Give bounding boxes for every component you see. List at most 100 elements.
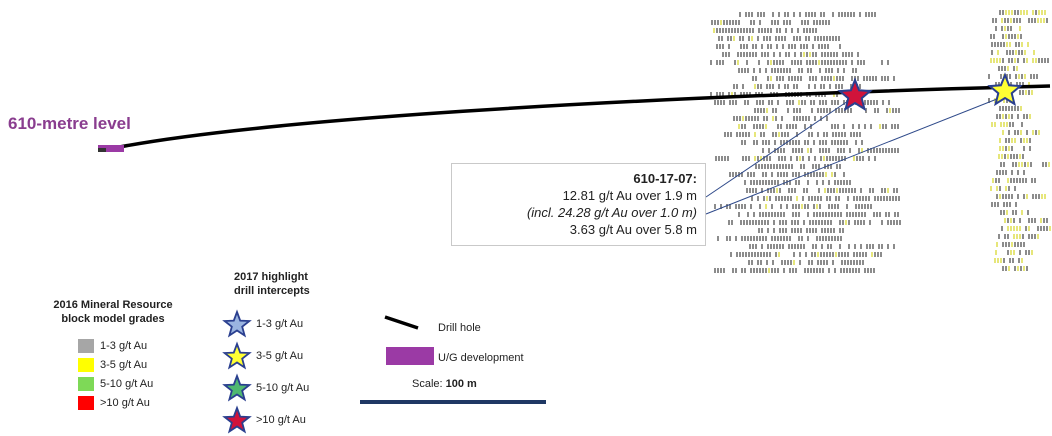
block-cell — [796, 132, 798, 137]
block-cell — [747, 172, 749, 177]
block-cell — [1005, 114, 1007, 119]
block-cell — [717, 268, 719, 273]
block-cell — [751, 36, 753, 41]
block-cell — [722, 44, 724, 49]
block-cell — [780, 172, 782, 177]
block-cell — [838, 252, 840, 257]
block-cell — [810, 268, 812, 273]
block-cell — [838, 84, 840, 89]
block-cell — [716, 28, 718, 33]
block-cell — [872, 76, 874, 81]
block-cell — [853, 196, 855, 201]
block-cell — [808, 196, 810, 201]
block-cell — [797, 220, 799, 225]
block-cell — [727, 36, 729, 41]
block-cell — [843, 140, 845, 145]
block-cell — [1015, 202, 1017, 207]
block-cell — [841, 108, 843, 113]
block-cell — [778, 252, 780, 257]
block-cell — [807, 236, 809, 241]
block-cell — [766, 252, 768, 257]
block-cell — [1011, 138, 1013, 143]
block-cell — [750, 172, 752, 177]
block-cell — [880, 252, 882, 257]
block-cell — [743, 28, 745, 33]
block-cell — [1004, 234, 1006, 239]
block-cell — [827, 76, 829, 81]
intercept-legend-label: >10 g/t Au — [256, 414, 306, 426]
block-cell — [823, 108, 825, 113]
block-cell — [836, 164, 838, 169]
block-cell — [806, 28, 808, 33]
intercept-legend-item: 1-3 g/t Au — [222, 308, 332, 340]
block-cell — [842, 60, 844, 65]
block-cell — [1023, 138, 1025, 143]
block-cell — [1019, 82, 1021, 87]
block-cell — [744, 100, 746, 105]
block-cell — [1044, 58, 1046, 63]
block-cell — [768, 268, 770, 273]
block-cell — [732, 20, 734, 25]
block-cell — [831, 100, 833, 105]
block-cell — [717, 100, 719, 105]
block-cell — [803, 44, 805, 49]
block-cell — [786, 204, 788, 209]
block-cell — [782, 244, 784, 249]
block-cell — [835, 156, 837, 161]
block-cell — [754, 132, 756, 137]
block-cell — [1004, 66, 1006, 71]
block-cell — [1013, 218, 1015, 223]
block-cell — [756, 140, 758, 145]
block-cell — [739, 116, 741, 121]
block-cell — [1001, 18, 1003, 23]
block-cell — [782, 228, 784, 233]
block-cell — [881, 188, 883, 193]
block-cell — [835, 108, 837, 113]
block-cell — [1003, 210, 1005, 215]
block-cell — [839, 44, 841, 49]
block-cell — [841, 12, 843, 17]
block-cell — [1004, 18, 1006, 23]
block-cell — [810, 148, 812, 153]
block-cell — [825, 212, 827, 217]
block-cell — [772, 84, 774, 89]
block-cell — [834, 172, 836, 177]
block-cell — [812, 76, 814, 81]
block-cell — [748, 156, 750, 161]
block-cell — [749, 244, 751, 249]
block-cell — [824, 228, 826, 233]
block-cell — [729, 100, 731, 105]
block-cell — [1013, 66, 1015, 71]
block-cell — [739, 12, 741, 17]
block-cell — [775, 108, 777, 113]
block-cell — [845, 52, 847, 57]
development-legend-label: U/G development — [438, 352, 524, 364]
block-cell — [1001, 226, 1003, 231]
block-cell — [1005, 138, 1007, 143]
block-cell — [1029, 138, 1031, 143]
block-cell — [862, 196, 864, 201]
block-cell — [787, 108, 789, 113]
block-cell — [741, 140, 743, 145]
block-cell — [757, 260, 759, 265]
block-cell — [895, 196, 897, 201]
block-cell — [839, 188, 841, 193]
block-cell — [776, 188, 778, 193]
block-cell — [819, 172, 821, 177]
block-legend-item: 3-5 g/t Au — [78, 357, 188, 373]
callout-hole-id: 610-17-07: — [633, 171, 697, 186]
block-cell — [809, 76, 811, 81]
scale-prefix: Scale: — [412, 378, 446, 390]
block-cell — [834, 140, 836, 145]
block-cell — [750, 236, 752, 241]
block-cell — [774, 212, 776, 217]
block-cell — [1011, 194, 1013, 199]
block-cell — [1020, 106, 1022, 111]
block-cell — [1013, 154, 1015, 159]
block-cell — [827, 220, 829, 225]
block-cell — [1008, 194, 1010, 199]
block-cell — [830, 60, 832, 65]
block-cell — [790, 196, 792, 201]
block-cell — [786, 172, 788, 177]
